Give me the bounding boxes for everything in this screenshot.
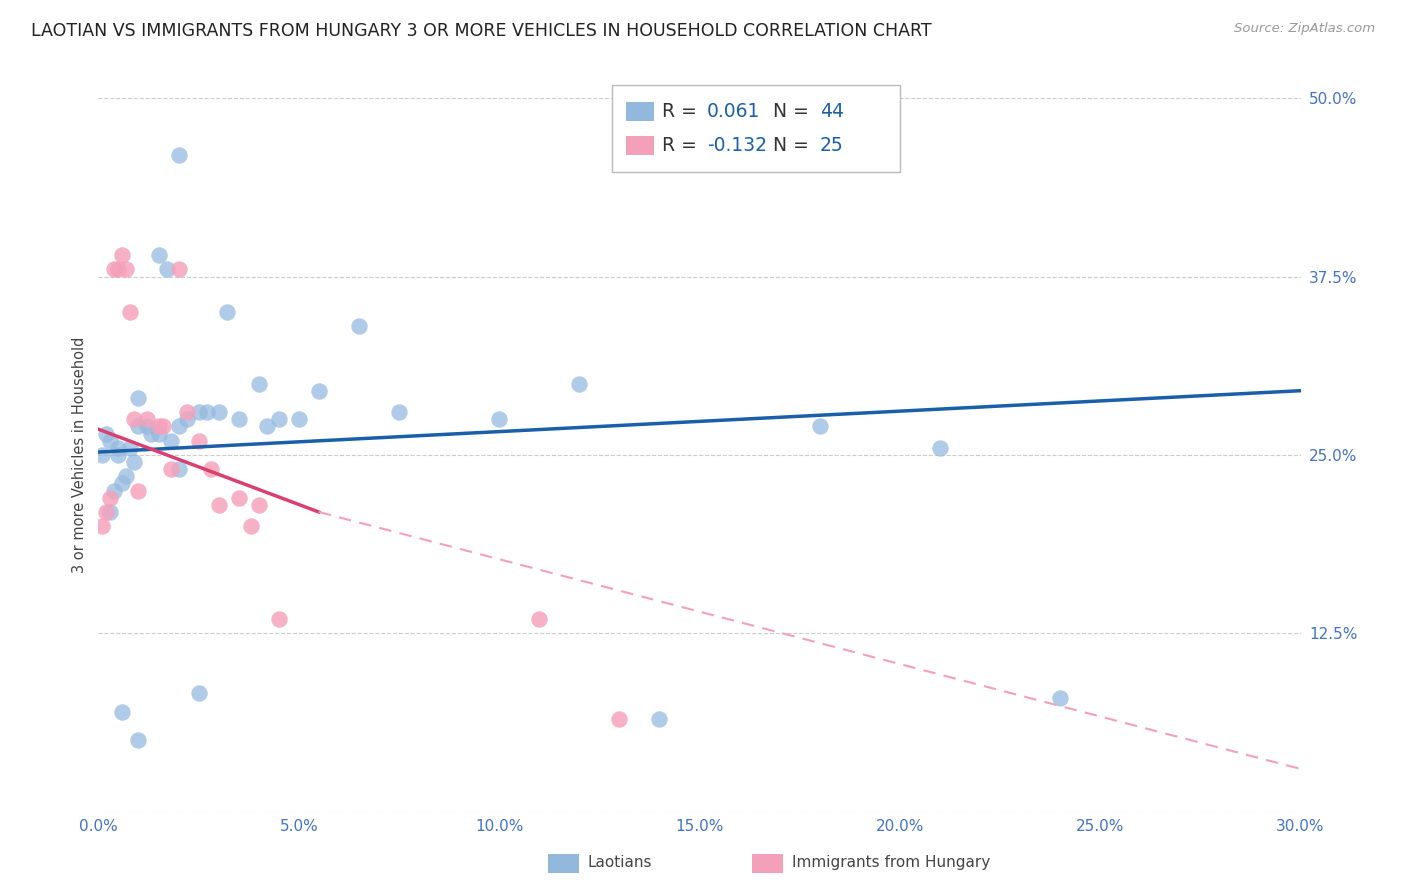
Point <box>120 305 142 319</box>
Point <box>135 412 157 426</box>
Point <box>187 434 209 448</box>
Point <box>159 434 181 448</box>
Point <box>808 419 831 434</box>
Point <box>100 434 122 448</box>
Point <box>91 519 114 533</box>
Point <box>648 712 671 726</box>
Text: Laotians: Laotians <box>588 855 652 870</box>
Point <box>100 491 122 505</box>
Point <box>107 262 129 277</box>
Point <box>308 384 330 398</box>
Point <box>215 305 238 319</box>
Point <box>1049 690 1071 705</box>
Point <box>103 483 125 498</box>
Point <box>568 376 591 391</box>
Text: 25: 25 <box>820 136 844 155</box>
Point <box>167 419 190 434</box>
Point <box>128 391 150 405</box>
Point <box>120 441 142 455</box>
Point <box>929 441 952 455</box>
Point <box>200 462 222 476</box>
Point <box>148 419 170 434</box>
Point <box>124 412 146 426</box>
Point <box>128 733 150 747</box>
Point <box>176 405 198 419</box>
Point <box>148 426 170 441</box>
Point <box>187 686 209 700</box>
Point <box>103 262 125 277</box>
Point <box>111 248 134 262</box>
Point <box>195 405 218 419</box>
Point <box>488 412 510 426</box>
Text: R =: R = <box>662 102 703 121</box>
Text: R =: R = <box>662 136 703 155</box>
Point <box>208 498 231 512</box>
Point <box>139 426 162 441</box>
Point <box>267 612 290 626</box>
Text: 0.061: 0.061 <box>707 102 761 121</box>
Point <box>247 376 270 391</box>
Point <box>167 148 190 162</box>
Text: N =: N = <box>773 102 815 121</box>
Point <box>208 405 231 419</box>
Point <box>148 248 170 262</box>
Y-axis label: 3 or more Vehicles in Household: 3 or more Vehicles in Household <box>72 337 87 573</box>
Point <box>128 483 150 498</box>
Point <box>107 441 129 455</box>
Point <box>388 405 411 419</box>
Point <box>100 505 122 519</box>
Point <box>187 405 209 419</box>
Point <box>128 419 150 434</box>
Point <box>159 462 181 476</box>
Point <box>239 519 262 533</box>
Point <box>267 412 290 426</box>
Point <box>228 412 250 426</box>
Point <box>152 419 174 434</box>
Text: -0.132: -0.132 <box>707 136 768 155</box>
Point <box>167 462 190 476</box>
Text: Immigrants from Hungary: Immigrants from Hungary <box>792 855 990 870</box>
Point <box>135 419 157 434</box>
Point <box>256 419 278 434</box>
Text: N =: N = <box>773 136 815 155</box>
Point <box>96 426 118 441</box>
Point <box>107 448 129 462</box>
Point <box>167 262 190 277</box>
Point <box>91 448 114 462</box>
Point <box>247 498 270 512</box>
Point <box>115 262 138 277</box>
Point <box>111 476 134 491</box>
Text: Source: ZipAtlas.com: Source: ZipAtlas.com <box>1234 22 1375 36</box>
Point <box>155 262 177 277</box>
Point <box>347 319 370 334</box>
Text: LAOTIAN VS IMMIGRANTS FROM HUNGARY 3 OR MORE VEHICLES IN HOUSEHOLD CORRELATION C: LAOTIAN VS IMMIGRANTS FROM HUNGARY 3 OR … <box>31 22 932 40</box>
Point <box>115 469 138 483</box>
Point <box>111 705 134 719</box>
Point <box>288 412 311 426</box>
Text: 44: 44 <box>820 102 844 121</box>
Point <box>228 491 250 505</box>
Point <box>529 612 551 626</box>
Point <box>124 455 146 469</box>
Point <box>609 712 631 726</box>
Point <box>176 412 198 426</box>
Point <box>96 505 118 519</box>
